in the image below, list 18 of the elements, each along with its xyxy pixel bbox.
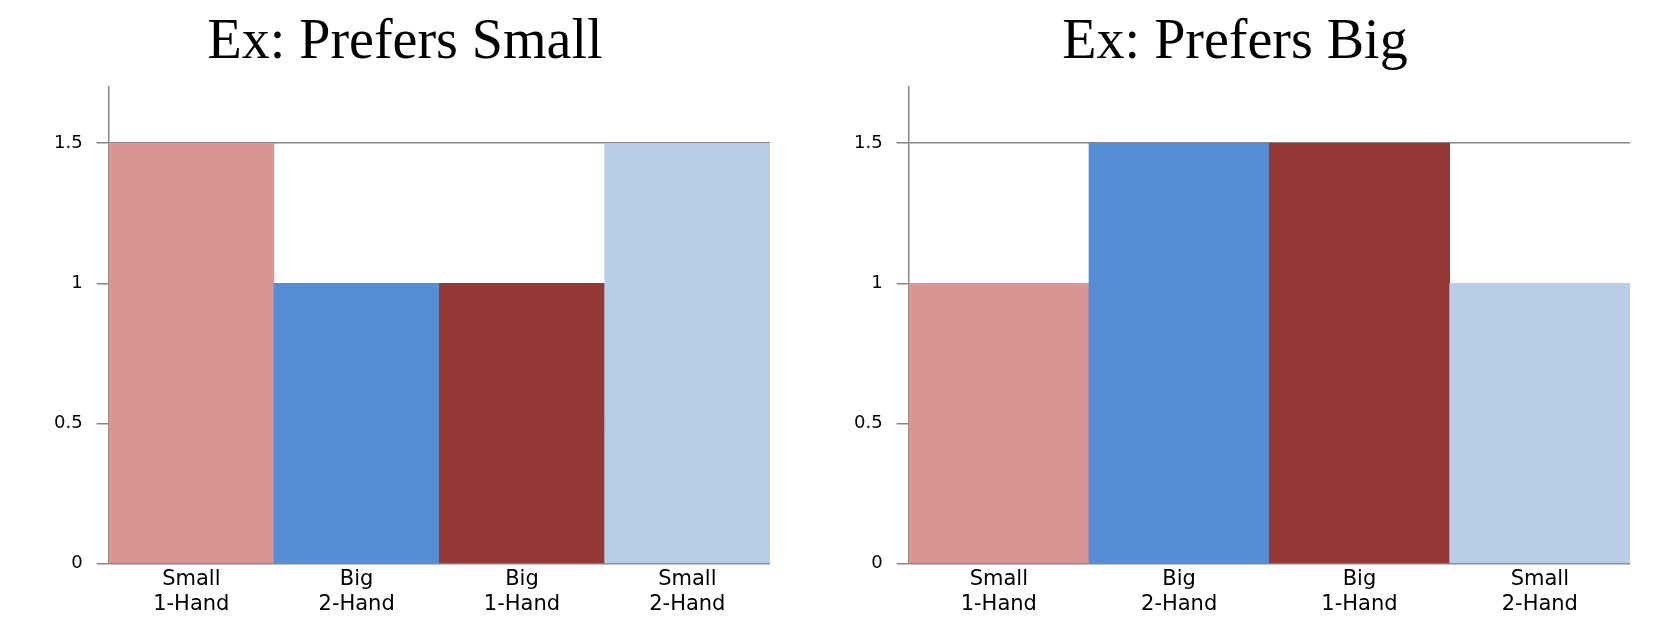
x-tick-label: Big 1-Hand xyxy=(483,565,561,615)
x-tick-label: Small 2-Hand xyxy=(649,565,726,615)
x-tick-label: Small 1-Hand xyxy=(960,565,1037,615)
y-tick-label: 0 xyxy=(871,551,883,573)
x-tick-label: Big 1-Hand xyxy=(1321,565,1398,615)
x-tick-label: Big 2-Hand xyxy=(1141,565,1218,615)
x-tick-label: Big 2-Hand xyxy=(318,565,395,615)
x-tick-label: Small 2-Hand xyxy=(1501,565,1578,615)
y-tick-label: 0.5 xyxy=(853,411,883,433)
y-tick-label: 0 xyxy=(71,551,83,573)
y-tick-label: 1.5 xyxy=(53,130,83,152)
x-tick-label: Small 1-Hand xyxy=(153,565,230,615)
y-tick-label: 1 xyxy=(71,271,83,293)
chart-title: Ex: Prefers Small xyxy=(207,8,603,71)
chart-title: Ex: Prefers Big xyxy=(1062,8,1408,71)
y-tick-label: 1 xyxy=(871,271,883,293)
y-tick-label: 1.5 xyxy=(853,130,883,152)
y-tick-label: 0.5 xyxy=(53,411,83,433)
